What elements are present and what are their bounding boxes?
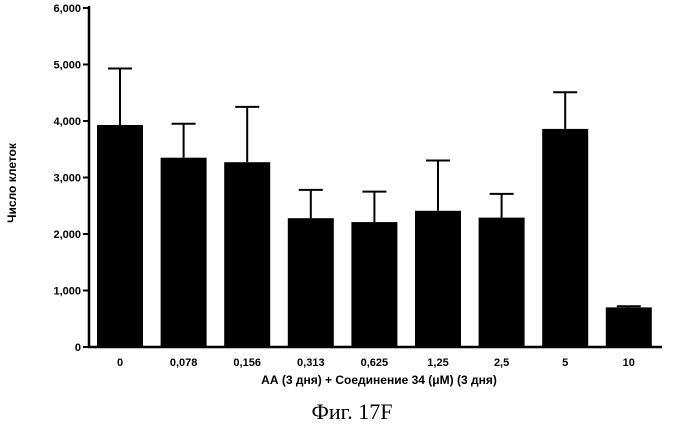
- bar-0: [97, 125, 143, 347]
- x-tick-label-7: 5: [562, 357, 568, 369]
- figure-caption: Фиг. 17F: [312, 399, 393, 424]
- bar-8: [606, 307, 652, 347]
- bar-3: [288, 218, 334, 347]
- x-tick-label-6: 2,5: [494, 357, 509, 369]
- y-tick-label-3: 3,000: [53, 173, 81, 185]
- bar-1: [161, 158, 207, 347]
- y-tick-label-2: 2,000: [53, 229, 81, 241]
- x-tick-label-5: 1,25: [427, 357, 448, 369]
- y-tick-label-6: 6,000: [53, 3, 81, 15]
- bar-6: [479, 218, 525, 347]
- y-tick-label-4: 4,000: [53, 116, 81, 128]
- x-ticks-group: 0 0,078 0,156 0,313 0,625 1,25 2,5 5 10: [117, 357, 635, 369]
- x-tick-label-4: 0,625: [361, 357, 389, 369]
- y-tick-label-0: 0: [75, 342, 81, 354]
- x-tick-label-3: 0,313: [297, 357, 325, 369]
- bar-2: [224, 162, 270, 347]
- x-tick-label-0: 0: [117, 357, 123, 369]
- y-tick-label-5: 5,000: [53, 60, 81, 72]
- bar-7: [542, 129, 588, 347]
- y-axis-title: Число клеток: [5, 142, 19, 223]
- bars-group: [97, 125, 652, 347]
- x-tick-label-2: 0,156: [233, 357, 261, 369]
- x-tick-label-1: 0,078: [170, 357, 198, 369]
- bar-chart: 0 1,000 2,000 3,000 4,000 5,000 6,000 0 0,078 0,…: [0, 0, 699, 428]
- x-tick-label-8: 10: [623, 357, 635, 369]
- y-ticks-group: 0 1,000 2,000 3,000 4,000 5,000 6,000: [53, 3, 89, 354]
- x-axis-title: АА (3 дня) + Соединение 34 (μМ) (3 дня): [261, 373, 497, 387]
- bar-5: [415, 211, 461, 347]
- y-tick-label-1: 1,000: [53, 286, 81, 298]
- bar-4: [351, 222, 397, 347]
